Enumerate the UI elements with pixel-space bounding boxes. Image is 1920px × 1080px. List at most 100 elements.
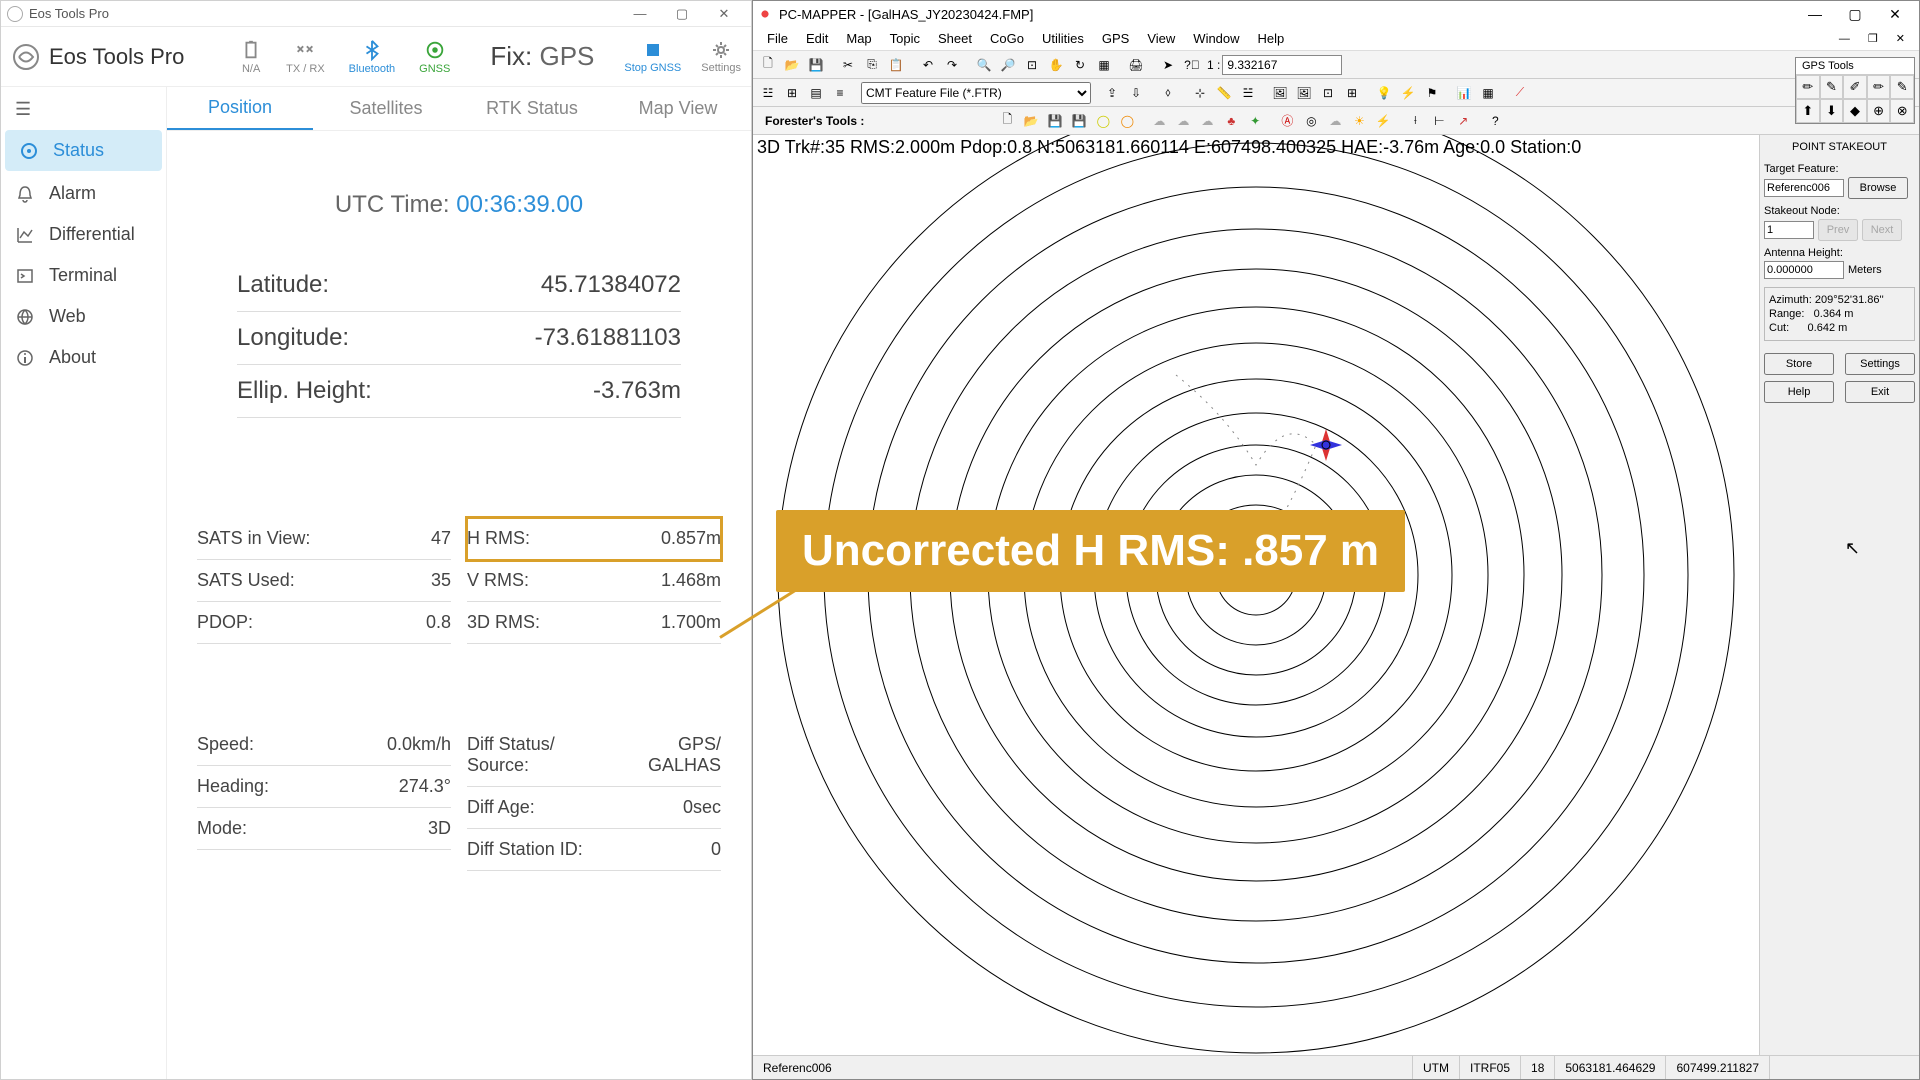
node-icon[interactable]: ⬨ (1157, 82, 1179, 104)
gps-tool-6-icon[interactable]: ⬆ (1796, 99, 1820, 123)
zoom-extent-icon[interactable]: ⊡ (1021, 54, 1043, 76)
mdi-restore-button[interactable]: ❐ (1860, 30, 1886, 47)
gps-tool-10-icon[interactable]: ⊗ (1890, 99, 1914, 123)
gps-tool-1-icon[interactable]: ✏ (1796, 75, 1820, 99)
menu-map[interactable]: Map (838, 29, 879, 48)
grid-icon[interactable]: ▦ (1093, 54, 1115, 76)
mdi-close-button[interactable]: ✕ (1888, 30, 1913, 47)
ft-yellow-icon[interactable]: ◯ (1092, 110, 1114, 132)
bolt-icon[interactable]: ⚡ (1397, 82, 1419, 104)
menu-edit[interactable]: Edit (798, 29, 836, 48)
tab-map-view[interactable]: Map View (605, 87, 751, 130)
stop-gnss-button[interactable]: Stop GNSS (624, 40, 681, 74)
lines-icon[interactable]: ≡ (829, 82, 851, 104)
pcm-minimize-button[interactable]: — (1795, 3, 1835, 25)
route-icon[interactable]: ⟋ (1509, 82, 1531, 104)
ft-help-icon[interactable]: ? (1484, 110, 1506, 132)
tree-view-icon[interactable]: ⊞ (781, 82, 803, 104)
image3-icon[interactable]: ⊡ (1317, 82, 1339, 104)
ft-orange-icon[interactable]: ◯ (1116, 110, 1138, 132)
pcm-maximize-button[interactable]: ▢ (1835, 3, 1875, 25)
ft-sun-icon[interactable]: ☀ (1348, 110, 1370, 132)
ft-tree-icon[interactable]: ♣ (1220, 110, 1242, 132)
antenna-height-input[interactable] (1764, 261, 1844, 279)
menu-cogo[interactable]: CoGo (982, 29, 1032, 48)
maximize-button[interactable]: ▢ (661, 2, 703, 26)
gps-tool-2-icon[interactable]: ✎ (1820, 75, 1844, 99)
redo-icon[interactable]: ↷ (941, 54, 963, 76)
bulb-icon[interactable]: 💡 (1373, 82, 1395, 104)
browse-button[interactable]: Browse (1848, 177, 1908, 199)
table-view-icon[interactable]: ▤ (805, 82, 827, 104)
cut-icon[interactable]: ✂ (837, 54, 859, 76)
ft-cloud1-icon[interactable]: ☁ (1148, 110, 1170, 132)
flag-icon[interactable]: ⚑ (1421, 82, 1443, 104)
menu-topic[interactable]: Topic (882, 29, 928, 48)
ft-save2-icon[interactable]: 💾 (1068, 110, 1090, 132)
mdi-minimize-button[interactable]: — (1831, 31, 1858, 47)
ft-red-a-icon[interactable]: Ⓐ (1276, 110, 1298, 132)
menu-gps[interactable]: GPS (1094, 29, 1137, 48)
open-icon[interactable]: 📂 (781, 54, 803, 76)
tab-satellites[interactable]: Satellites (313, 87, 459, 130)
hamburger-icon[interactable]: ☰ (1, 91, 166, 128)
arrow-icon[interactable]: ➤ (1157, 54, 1179, 76)
refresh-icon[interactable]: ↻ (1069, 54, 1091, 76)
menu-window[interactable]: Window (1185, 29, 1247, 48)
save-icon[interactable]: 💾 (805, 54, 827, 76)
ft-star-icon[interactable]: ✦ (1244, 110, 1266, 132)
image4-icon[interactable]: ⊞ (1341, 82, 1363, 104)
sidebar-item-differential[interactable]: Differential (1, 214, 166, 255)
sidebar-item-terminal[interactable]: Terminal (1, 255, 166, 296)
stakeout-node-input[interactable] (1764, 221, 1814, 239)
gps-tool-3-icon[interactable]: ✐ (1843, 75, 1867, 99)
paste-icon[interactable]: 📋 (885, 54, 907, 76)
next-button[interactable]: Next (1862, 219, 1902, 241)
store-button[interactable]: Store (1764, 353, 1834, 375)
copy-icon[interactable]: ⎘ (861, 54, 883, 76)
help-cursor-icon[interactable]: ?⃝ (1181, 54, 1203, 76)
pan-icon[interactable]: ✋ (1045, 54, 1067, 76)
export-icon[interactable]: ⇪ (1101, 82, 1123, 104)
gps-tool-4-icon[interactable]: ✏ (1867, 75, 1891, 99)
gps-tool-5-icon[interactable]: ✎ (1890, 75, 1914, 99)
ft-ruler2-icon[interactable]: ⊢ (1428, 110, 1450, 132)
minimize-button[interactable]: — (619, 2, 661, 26)
sheet-icon[interactable]: ▦ (1477, 82, 1499, 104)
ft-cloud2-icon[interactable]: ☁ (1172, 110, 1194, 132)
list-view-icon[interactable]: ☳ (757, 82, 779, 104)
gps-tool-9-icon[interactable]: ⊕ (1867, 99, 1891, 123)
menu-utilities[interactable]: Utilities (1034, 29, 1092, 48)
menu-view[interactable]: View (1139, 29, 1183, 48)
zoom-in-icon[interactable]: 🔍 (973, 54, 995, 76)
ft-cloud3-icon[interactable]: ☁ (1196, 110, 1218, 132)
feature-file-select[interactable]: CMT Feature File (*.FTR) (861, 82, 1091, 104)
stakeout-settings-button[interactable]: Settings (1845, 353, 1915, 375)
menu-file[interactable]: File (759, 29, 796, 48)
scale-input[interactable] (1222, 55, 1342, 75)
exit-button[interactable]: Exit (1845, 381, 1915, 403)
sidebar-item-about[interactable]: About (1, 337, 166, 378)
tab-rtk-status[interactable]: RTK Status (459, 87, 605, 130)
tab-position[interactable]: Position (167, 87, 313, 130)
undo-icon[interactable]: ↶ (917, 54, 939, 76)
gps-tools-palette[interactable]: GPS Tools ✏ ✎ ✐ ✏ ✎ ⬆ ⬇ ◆ ⊕ ⊗ (1795, 57, 1915, 124)
gps-tool-7-icon[interactable]: ⬇ (1820, 99, 1844, 123)
menu-sheet[interactable]: Sheet (930, 29, 980, 48)
snap-icon[interactable]: ⊹ (1189, 82, 1211, 104)
sidebar-item-status[interactable]: Status (5, 130, 162, 171)
ft-arrow-icon[interactable]: ↗ (1452, 110, 1474, 132)
image1-icon[interactable]: 🖼 (1269, 82, 1291, 104)
sidebar-item-alarm[interactable]: Alarm (1, 173, 166, 214)
measure-icon[interactable]: 📏 (1213, 82, 1235, 104)
ft-target-icon[interactable]: ◎ (1300, 110, 1322, 132)
ft-new-icon[interactable]: 🗋 (996, 110, 1018, 132)
ft-ruler1-icon[interactable]: ⟊ (1404, 110, 1426, 132)
close-button[interactable]: ✕ (703, 2, 745, 26)
ft-open-icon[interactable]: 📂 (1020, 110, 1042, 132)
ft-save-icon[interactable]: 💾 (1044, 110, 1066, 132)
layers-icon[interactable]: ☱ (1237, 82, 1259, 104)
chart-icon[interactable]: 📊 (1453, 82, 1475, 104)
map-canvas[interactable]: 3D Trk#:35 RMS:2.000m Pdop:0.8 N:5063181… (753, 135, 1759, 1055)
menu-help[interactable]: Help (1250, 29, 1293, 48)
